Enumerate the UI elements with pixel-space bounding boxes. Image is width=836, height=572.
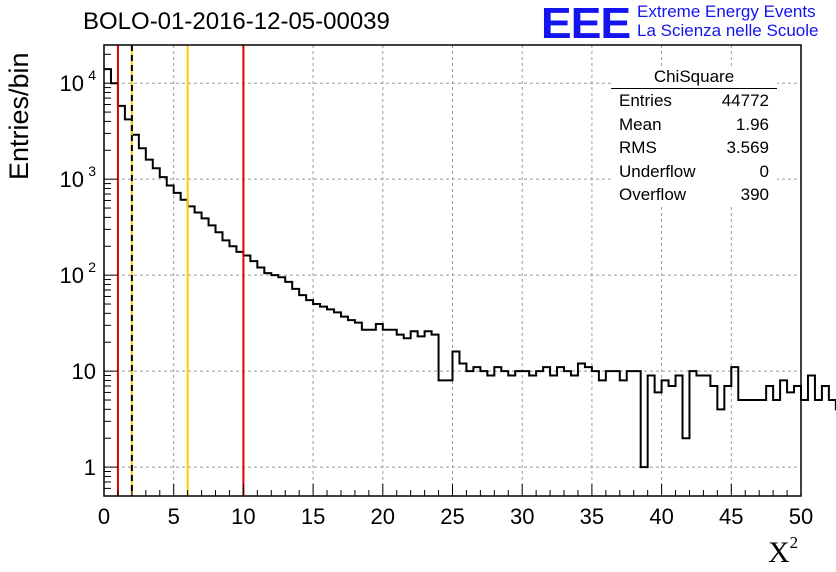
logo-line-1: Extreme Energy Events [637, 2, 816, 21]
histogram [104, 68, 836, 469]
y-tick-exponent: 2 [88, 259, 96, 275]
y-tick-label: 10 [60, 71, 84, 96]
stats-label: Overflow [619, 185, 687, 204]
x-axis-label-superscript: 2 [789, 533, 799, 552]
x-tick-label: 10 [231, 504, 255, 529]
stats-row: RMS 3.569 [611, 136, 777, 160]
y-tick-label: 10 [72, 359, 96, 384]
stats-value: 390 [740, 185, 769, 204]
axis-ticks [103, 53, 802, 497]
stats-value: 0 [759, 161, 769, 181]
stats-label: Underflow [619, 161, 696, 181]
stats-label: Mean [619, 114, 662, 134]
stats-row: Overflow 390 [611, 183, 777, 207]
chart-title: BOLO-01-2016-12-05-00039 [83, 8, 390, 35]
stats-title: ChiSquare [611, 66, 777, 89]
x-tick-label: 45 [719, 504, 743, 529]
stats-row: Entries 44772 [611, 89, 777, 113]
x-tick-label: 50 [789, 504, 813, 529]
cut-lines [116, 45, 245, 496]
stats-box: ChiSquare Entries 44772 Mean 1.96 RMS 3.569… [611, 66, 777, 207]
y-tick-exponent: 3 [88, 163, 96, 179]
y-axis-label-text: Entries/bin [4, 52, 34, 180]
y-tick-label: 10 [60, 263, 84, 288]
x-tick-label: 20 [371, 504, 395, 529]
stats-label: Entries [619, 91, 672, 110]
eee-logo: EEE [540, 0, 631, 48]
stats-value: 1.96 [735, 114, 769, 134]
stats-value: 3.569 [726, 138, 769, 157]
stats-label: RMS [619, 138, 657, 157]
y-tick-label: 10 [60, 167, 84, 192]
logo-line-2: La Scienza nelle Scuole [637, 21, 819, 40]
x-axis-label: X2 [768, 533, 799, 570]
x-tick-label: 30 [510, 504, 534, 529]
stats-row: Mean 1.96 [611, 113, 777, 137]
stats-value: 44772 [721, 91, 769, 110]
x-axis-label-text: X [768, 536, 790, 569]
x-tick-label: 15 [301, 504, 325, 529]
x-tick-label: 25 [440, 504, 464, 529]
y-tick-exponent: 4 [88, 67, 96, 83]
x-tick-label: 40 [649, 504, 673, 529]
x-tick-label: 35 [580, 504, 604, 529]
logo-text: Extreme Energy Events La Scienza nelle S… [637, 2, 818, 40]
x-tick-label: 5 [168, 504, 180, 529]
y-tick-label: 1 [84, 455, 96, 480]
x-tick-label: 0 [98, 504, 110, 529]
histogram-line [104, 68, 836, 469]
stats-row: Underflow 0 [611, 160, 777, 184]
